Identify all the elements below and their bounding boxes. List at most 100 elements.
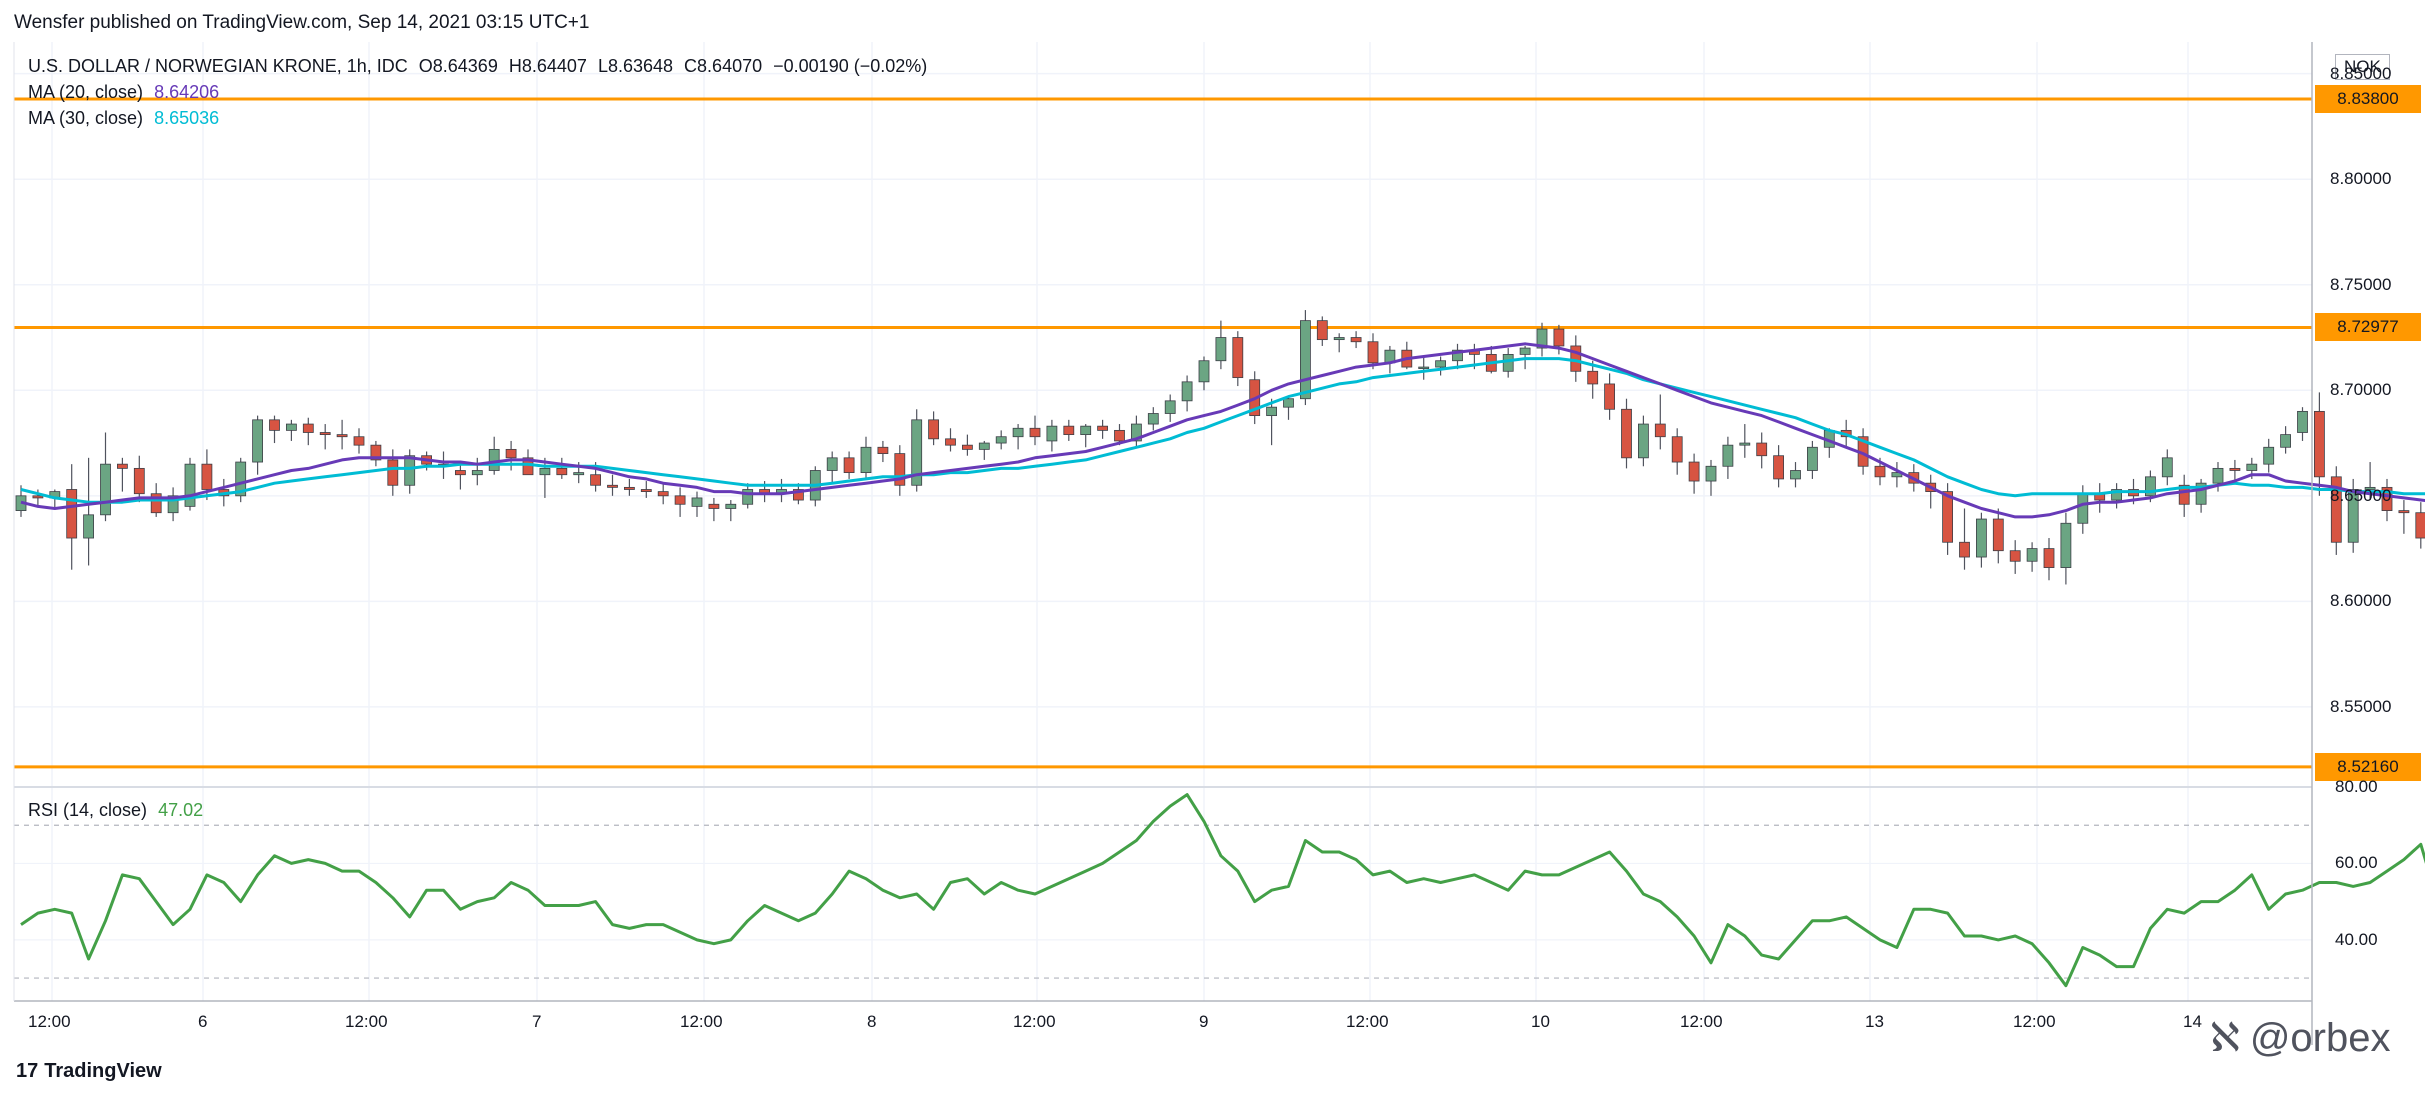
rsi-line xyxy=(20,793,2425,988)
candle-up xyxy=(1384,345,1396,374)
candle-body xyxy=(66,489,78,539)
candle-down xyxy=(1959,508,1970,570)
candle-up xyxy=(100,432,111,522)
candle-body xyxy=(1621,408,1632,459)
candle-up xyxy=(911,409,923,492)
candle-body xyxy=(877,446,889,455)
candle-up xyxy=(742,483,754,509)
candle-down xyxy=(945,428,956,452)
candle-down xyxy=(674,487,686,517)
candle-body xyxy=(928,419,939,440)
time-tick-label: 13 xyxy=(1865,1012,1884,1031)
ma20-legend[interactable]: MA (20, close) 8.64206 xyxy=(28,82,225,103)
candle-down xyxy=(1063,419,1075,441)
time-tick-label: 8 xyxy=(867,1012,877,1031)
candle-up xyxy=(167,487,179,522)
orbex-watermark: ℵ @orbex xyxy=(2210,1015,2390,1061)
rsi-pane xyxy=(14,786,2425,988)
candle-down xyxy=(1654,394,1666,450)
candle-body xyxy=(117,463,128,469)
candle-down xyxy=(556,457,568,479)
candle-body xyxy=(404,455,416,486)
candle-body xyxy=(100,463,111,516)
candle-down xyxy=(1485,345,1497,374)
horizontal-levels xyxy=(14,97,2312,769)
candle-down xyxy=(1367,333,1379,370)
candle-up xyxy=(1705,459,1717,496)
candle-body xyxy=(2398,510,2410,514)
candle-down xyxy=(2330,466,2342,555)
candle-body xyxy=(1164,400,1176,414)
candle-up xyxy=(1266,398,1277,446)
time-tick-label: 12:00 xyxy=(1013,1012,1056,1031)
candle-down xyxy=(624,478,635,496)
candle-body xyxy=(2195,482,2207,505)
candle-body xyxy=(285,423,297,431)
candle-body xyxy=(1773,455,1784,480)
candle-body xyxy=(1638,423,1649,459)
candle-body xyxy=(353,436,365,446)
chart-frame xyxy=(13,42,2313,1045)
price-tick-label: 8.85000 xyxy=(2330,63,2392,83)
candle-up xyxy=(860,436,872,479)
ma30-legend[interactable]: MA (30, close) 8.65036 xyxy=(28,108,225,129)
candle-up xyxy=(1452,343,1463,370)
candle-down xyxy=(1671,428,1683,475)
candle-body xyxy=(1283,398,1294,408)
candle-body xyxy=(1350,337,1362,343)
candle-up xyxy=(995,430,1007,450)
candles xyxy=(15,310,2425,585)
moving-averages xyxy=(20,342,2425,519)
candle-up xyxy=(1807,440,1818,479)
candle-body xyxy=(488,448,500,471)
candle-up xyxy=(1080,424,1092,448)
candle-up xyxy=(1333,333,1345,353)
candle-body xyxy=(1553,328,1565,347)
candle-down xyxy=(2415,502,2425,549)
candle-down xyxy=(640,481,652,498)
time-tick-label: 6 xyxy=(198,1012,208,1031)
candle-body xyxy=(2381,486,2393,511)
candle-body xyxy=(1300,320,1311,400)
candle-down xyxy=(117,457,128,492)
candle-body xyxy=(252,419,264,463)
candle-up xyxy=(2060,512,2072,585)
tradingview-logo[interactable]: 17 TradingView xyxy=(16,1060,162,1083)
rsi-legend[interactable]: RSI (14, close) 47.02 xyxy=(28,800,209,821)
candle-body xyxy=(894,453,906,486)
level-price-tag: 8.83800 xyxy=(2315,84,2421,113)
candle-body xyxy=(1367,341,1379,364)
candle-down xyxy=(1570,335,1582,382)
candle-body xyxy=(1502,353,1514,372)
candle-body xyxy=(1570,345,1582,372)
candle-up xyxy=(1790,462,1801,488)
candle-body xyxy=(962,444,973,450)
candle-body xyxy=(2297,410,2308,433)
orbex-logo-icon: ℵ xyxy=(2210,1016,2240,1060)
currency-badge[interactable]: NOK xyxy=(2335,54,2390,80)
candle-body xyxy=(302,423,314,433)
price-tick-label: 8.70000 xyxy=(2330,380,2392,400)
candle-body xyxy=(1942,491,1953,543)
candle-up xyxy=(1147,407,1159,431)
grid-lines xyxy=(14,42,2312,1001)
open-value: O8.64369 xyxy=(418,56,498,76)
candle-body xyxy=(742,489,754,505)
candle-up xyxy=(826,451,838,484)
ma30-value: 8.65036 xyxy=(154,108,220,128)
candle-down xyxy=(1756,432,1768,469)
candle-body xyxy=(1705,465,1717,482)
level-price-tag: 8.72977 xyxy=(2315,313,2421,342)
candle-body xyxy=(2229,467,2241,471)
candle-down xyxy=(1621,398,1632,469)
candle-up xyxy=(1283,396,1294,420)
candle-body xyxy=(1654,423,1666,438)
candle-body xyxy=(1874,465,1886,478)
candle-body xyxy=(184,463,196,507)
candle-body xyxy=(2111,489,2123,501)
candle-body xyxy=(1266,406,1277,417)
candle-up xyxy=(404,449,416,494)
candle-body xyxy=(2263,446,2275,465)
change-value: −0.00190 (−0.02%) xyxy=(773,56,928,76)
candle-up xyxy=(488,436,500,475)
